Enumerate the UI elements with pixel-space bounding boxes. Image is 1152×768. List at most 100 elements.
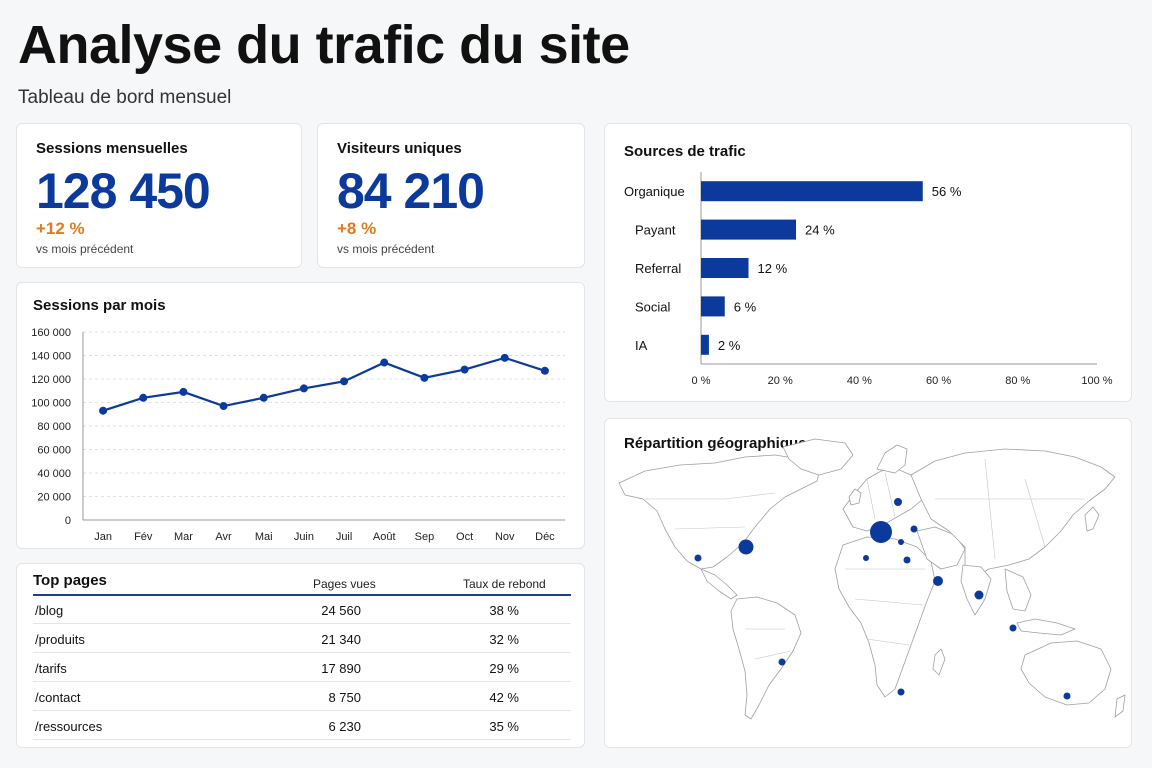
sessions-line: [102, 356, 546, 412]
marker-eastern-europe: [910, 525, 918, 533]
bounce-rate: 35 %: [489, 719, 519, 734]
bar-value-label: 12 %: [758, 261, 788, 276]
y-tick-label: 100 000: [31, 398, 71, 410]
marker-central-europe: [898, 539, 904, 545]
south-america-shape: [730, 596, 802, 720]
table-row: /produits 21 340 32 %: [33, 624, 571, 653]
table-header-divider: [33, 594, 571, 596]
bar-value-label: 2 %: [718, 338, 741, 353]
kpi-value: 84 210: [337, 163, 485, 219]
y-tick-label: 20 000: [37, 492, 71, 504]
kpi-card-sessions: Sessions mensuelles 128 450 +12 % vs moi…: [16, 123, 302, 268]
marker-north-africa: [903, 556, 911, 564]
data-point: [380, 358, 389, 367]
table-row: /ressources 6 230 35 %: [33, 711, 571, 740]
chart-title: Sessions par mois: [33, 297, 166, 314]
x-tick-label: Déc: [535, 531, 555, 543]
x-tick-label: Nov: [495, 531, 515, 543]
top-pages-card: Top pages Pages vues Taux de rebond /blo…: [16, 563, 585, 748]
y-tick-label: 60 000: [37, 445, 71, 457]
page-path: /contact: [35, 690, 81, 705]
kpi-note: vs mois précédent: [337, 242, 435, 256]
y-tick-label: 160 000: [31, 327, 71, 339]
x-tick-label: Sep: [415, 531, 435, 543]
data-point: [259, 393, 268, 402]
north-america-shape: [618, 454, 821, 570]
bar: [701, 219, 797, 240]
bar-value-label: 24 %: [805, 223, 835, 238]
bar-value-label: 56 %: [932, 184, 962, 199]
madagascar-shape: [932, 648, 946, 676]
bar: [701, 334, 709, 355]
page-views: 21 340: [321, 632, 361, 647]
marker-scandinavia: [894, 498, 902, 506]
data-point: [540, 366, 549, 375]
traffic-sources-bar-chart: 0 % 20 % 40 % 60 % 80 % 100 % 56 % Organique 24 …: [624, 172, 1113, 387]
new-zealand-shape: [1114, 694, 1126, 718]
column-header-views: Pages vues: [313, 577, 376, 591]
marker-middle-east: [933, 576, 943, 586]
data-point: [500, 353, 509, 362]
table-row: /contact 8 750 42 %: [33, 682, 571, 711]
x-tick-label: Oct: [456, 531, 473, 543]
japan-shape: [1084, 506, 1100, 532]
x-tick-label: 60 %: [926, 375, 951, 387]
map-title: Répartition géographique: [624, 435, 807, 452]
australia-shape: [1020, 640, 1112, 706]
x-tick-label: Avr: [215, 531, 232, 543]
page-views: 8 750: [328, 690, 361, 705]
marker-spain: [863, 555, 869, 561]
marker-south-africa: [897, 688, 905, 696]
category-label: Referral: [635, 261, 681, 276]
kpi-label: Sessions mensuelles: [36, 140, 188, 157]
traffic-markers: [694, 498, 1071, 700]
marker-india: [974, 590, 984, 600]
page-path: /tarifs: [35, 661, 67, 676]
marker-australia: [1063, 692, 1071, 700]
indonesia-shape: [1016, 618, 1076, 636]
greenland-shape: [782, 438, 854, 476]
chart-title: Sources de trafic: [624, 143, 746, 160]
page-path: /ressources: [35, 719, 103, 734]
asia-shape: [910, 448, 1116, 578]
india-shape: [960, 564, 992, 616]
marker-west-us: [694, 554, 702, 562]
data-point: [340, 377, 349, 386]
page-title: Analyse du trafic du site: [18, 15, 630, 75]
x-tick-label: Mar: [174, 531, 193, 543]
marker-east-us: [738, 539, 754, 555]
x-tick-label: 0 %: [692, 375, 711, 387]
sessions-chart-card: Sessions par mois 0 20 000 40 000 60 000 80 …: [16, 282, 585, 549]
marker-southeast-asia: [1009, 624, 1017, 632]
scandinavia-shape: [876, 444, 908, 474]
traffic-sources-card: Sources de trafic 0 % 20 % 40 % 60 % 80 % 100…: [604, 123, 1132, 402]
y-tick-label: 140 000: [31, 351, 71, 363]
x-tick-label: 80 %: [1005, 375, 1030, 387]
x-tick-label: 20 %: [768, 375, 793, 387]
x-tick-label: Mai: [255, 531, 273, 543]
bounce-rate: 32 %: [489, 632, 519, 647]
marker-western-europe: [870, 521, 892, 543]
y-tick-label: 120 000: [31, 374, 71, 386]
sessions-line-chart: 0 20 000 40 000 60 000 80 000 100 000 120 000 1…: [31, 327, 565, 543]
country-borders: [645, 458, 1085, 660]
data-point: [99, 406, 108, 415]
bounce-rate: 38 %: [489, 603, 519, 618]
africa-shape: [834, 536, 936, 698]
column-header-bounce: Taux de rebond: [463, 577, 546, 591]
data-point: [299, 384, 308, 393]
table-row: /tarifs 17 890 29 %: [33, 653, 571, 682]
kpi-delta: +12 %: [36, 219, 85, 238]
page-views: 17 890: [321, 661, 361, 676]
uk-shape: [848, 488, 862, 506]
bar: [701, 181, 923, 202]
marker-brazil: [778, 658, 786, 666]
bar: [701, 296, 725, 317]
y-tick-label: 0: [65, 515, 71, 527]
x-tick-label: Juil: [336, 531, 353, 543]
y-tick-label: 80 000: [37, 421, 71, 433]
geo-map-card: Répartition géographique: [604, 418, 1132, 748]
middle-east-shape: [916, 526, 966, 570]
x-tick-label: Jan: [94, 531, 112, 543]
kpi-value: 128 450: [36, 163, 211, 219]
